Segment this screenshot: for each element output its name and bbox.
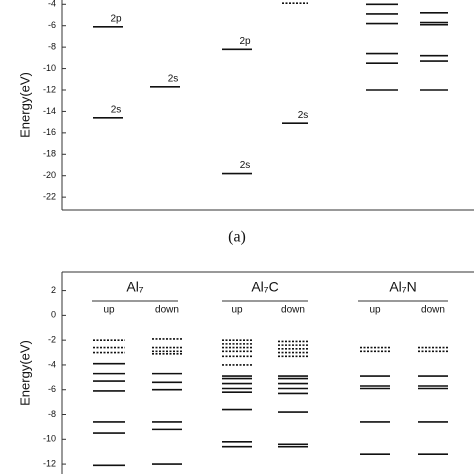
y-tick-label: -16	[43, 127, 56, 137]
y-tick-label: -14	[43, 106, 56, 116]
column-label: up	[231, 305, 243, 316]
group-title: Al₇N	[389, 279, 416, 295]
column-label: down	[155, 305, 179, 316]
y-tick-label: -12	[43, 458, 56, 468]
level-label: 2s	[298, 110, 309, 121]
column-label: down	[421, 305, 445, 316]
y-tick-label: -22	[43, 192, 56, 202]
level-label: 2p	[110, 13, 122, 24]
y-tick-label: -4	[48, 0, 56, 9]
group-title: Al₇	[126, 279, 143, 295]
y-tick-label: 2	[51, 285, 56, 295]
y-tick-label: -4	[48, 359, 56, 369]
y-axis-label: Energy(eV)	[17, 340, 32, 406]
column-label: up	[103, 305, 115, 316]
level-label: 2p	[239, 36, 251, 47]
level-label: 2s	[111, 104, 122, 115]
y-tick-label: -2	[48, 335, 56, 345]
y-tick-label: -20	[43, 170, 56, 180]
y-tick-label: -6	[48, 384, 56, 394]
y-axis-label: Energy(eV)	[17, 72, 32, 138]
column-label: down	[281, 305, 305, 316]
y-tick-label: -8	[48, 42, 56, 52]
column-label: up	[369, 305, 381, 316]
level-label: 2s	[240, 160, 251, 171]
level-label: 2s	[168, 73, 179, 84]
y-tick-label: -10	[43, 434, 56, 444]
y-tick-label: 0	[51, 310, 56, 320]
group-title: Al₇C	[251, 279, 278, 295]
y-tick-label: -12	[43, 84, 56, 94]
y-tick-label: -6	[48, 20, 56, 30]
y-tick-label: -8	[48, 409, 56, 419]
y-tick-label: -10	[43, 63, 56, 73]
caption: (a)	[228, 229, 246, 246]
y-tick-label: -18	[43, 149, 56, 159]
